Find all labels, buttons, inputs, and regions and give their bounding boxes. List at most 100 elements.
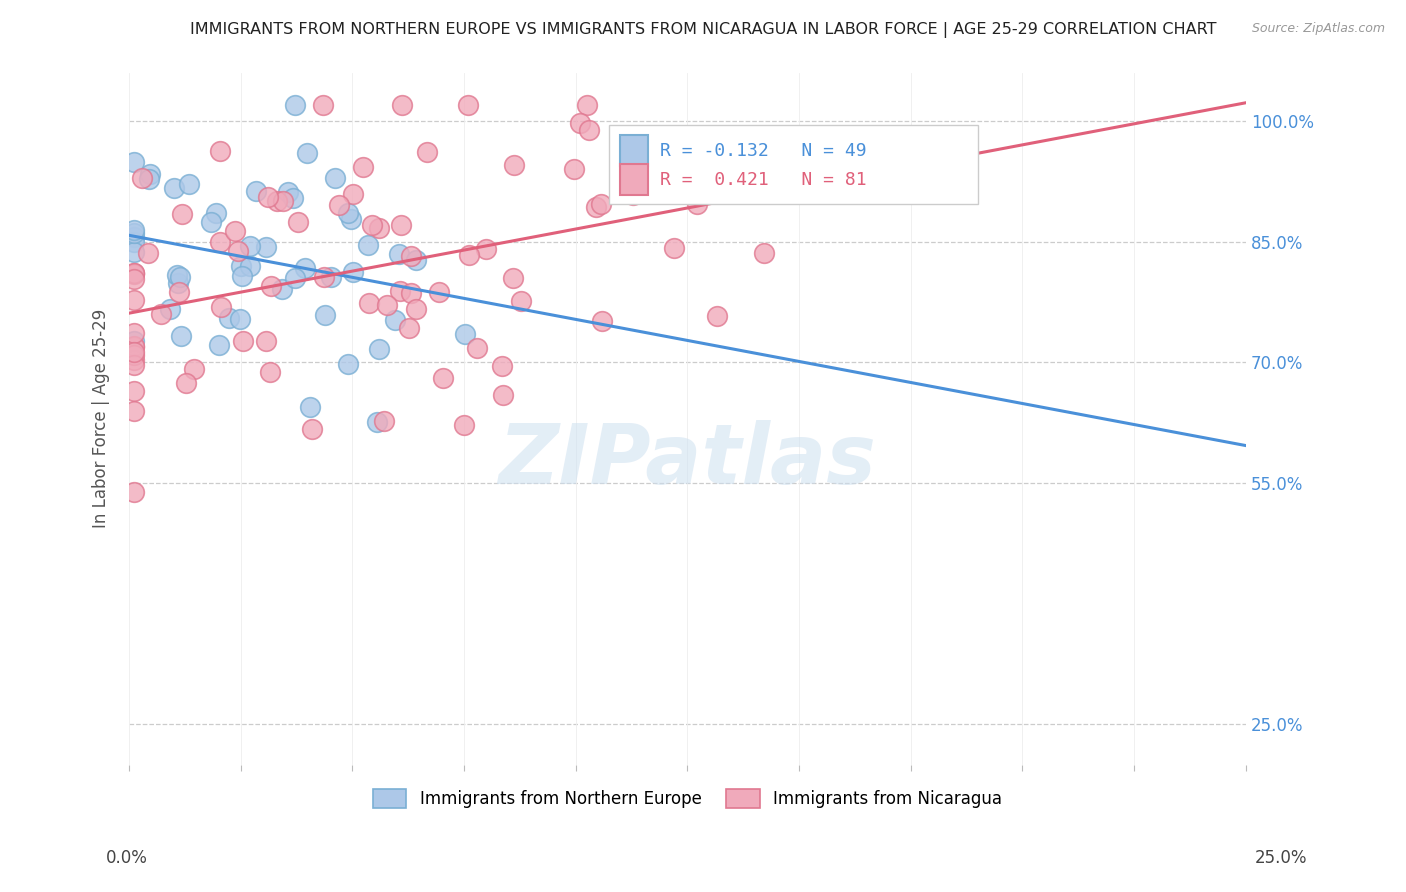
Point: [405, 302, 427, 317]
Point: [342, 265, 364, 279]
Point: [509, 293, 531, 308]
Point: [122, 267, 145, 281]
Point: [352, 160, 374, 174]
Point: [336, 206, 359, 220]
Point: [664, 241, 686, 255]
Point: [177, 178, 200, 192]
Point: [336, 357, 359, 371]
Point: [231, 268, 253, 283]
Text: R = -0.132   N = 49: R = -0.132 N = 49: [659, 142, 866, 160]
Point: [208, 338, 231, 352]
Point: [686, 196, 709, 211]
Point: [218, 311, 240, 326]
Point: [416, 145, 439, 159]
Point: [183, 361, 205, 376]
Point: [457, 248, 479, 262]
Point: [357, 296, 380, 310]
Point: [287, 214, 309, 228]
Point: [492, 388, 515, 402]
Point: [375, 297, 398, 311]
Point: [122, 348, 145, 362]
Point: [122, 344, 145, 359]
Point: [204, 206, 226, 220]
Point: [585, 201, 607, 215]
Point: [562, 161, 585, 176]
Point: [277, 185, 299, 199]
Point: [569, 116, 592, 130]
Point: [260, 279, 283, 293]
Point: [122, 223, 145, 237]
Point: [283, 191, 305, 205]
Point: [627, 165, 650, 179]
Point: [295, 145, 318, 160]
Point: [122, 271, 145, 285]
Point: [391, 98, 413, 112]
Point: [578, 123, 600, 137]
Point: [475, 242, 498, 256]
Point: [576, 98, 599, 112]
Point: [224, 225, 246, 239]
Point: [323, 171, 346, 186]
Point: [122, 384, 145, 398]
Point: [503, 158, 526, 172]
Point: [122, 235, 145, 249]
Point: [122, 326, 145, 341]
Point: [321, 269, 343, 284]
Point: [229, 312, 252, 326]
Legend: Immigrants from Northern Europe, Immigrants from Nicaragua: Immigrants from Northern Europe, Immigra…: [366, 782, 1008, 815]
Point: [389, 218, 412, 232]
Y-axis label: In Labor Force | Age 25-29: In Labor Force | Age 25-29: [93, 310, 110, 528]
Point: [340, 211, 363, 226]
Point: [457, 98, 479, 112]
Point: [131, 170, 153, 185]
Point: [208, 235, 231, 250]
Point: [208, 145, 231, 159]
Point: [122, 293, 145, 307]
Point: [384, 313, 406, 327]
Point: [273, 194, 295, 208]
Point: [138, 171, 160, 186]
Point: [122, 339, 145, 353]
Point: [342, 187, 364, 202]
Point: [239, 260, 262, 274]
Point: [401, 249, 423, 263]
Point: [367, 220, 389, 235]
Point: [621, 188, 644, 202]
Point: [373, 414, 395, 428]
Point: [122, 227, 145, 241]
Point: [245, 184, 267, 198]
Point: [122, 484, 145, 499]
Point: [465, 341, 488, 355]
Point: [259, 365, 281, 379]
Point: [149, 307, 172, 321]
Point: [270, 282, 292, 296]
Point: [454, 327, 477, 342]
Point: [388, 247, 411, 261]
Point: [360, 218, 382, 232]
Point: [357, 237, 380, 252]
Point: [229, 260, 252, 274]
Text: ZIPatlas: ZIPatlas: [499, 420, 876, 500]
Point: [139, 167, 162, 181]
Point: [254, 239, 277, 253]
Point: [122, 245, 145, 260]
Point: [122, 154, 145, 169]
Point: [239, 239, 262, 253]
Point: [232, 334, 254, 348]
Text: R =  0.421   N = 81: R = 0.421 N = 81: [659, 171, 866, 189]
Point: [328, 198, 350, 212]
Text: 0.0%: 0.0%: [105, 849, 148, 867]
Point: [432, 370, 454, 384]
Point: [591, 313, 613, 327]
Point: [491, 359, 513, 373]
Point: [254, 334, 277, 349]
Point: [641, 158, 664, 172]
FancyBboxPatch shape: [620, 164, 648, 195]
Point: [294, 261, 316, 276]
Text: 25.0%: 25.0%: [1256, 849, 1308, 867]
Text: Source: ZipAtlas.com: Source: ZipAtlas.com: [1251, 22, 1385, 36]
Point: [122, 334, 145, 349]
Point: [589, 197, 612, 211]
Point: [166, 268, 188, 282]
Point: [366, 415, 388, 429]
